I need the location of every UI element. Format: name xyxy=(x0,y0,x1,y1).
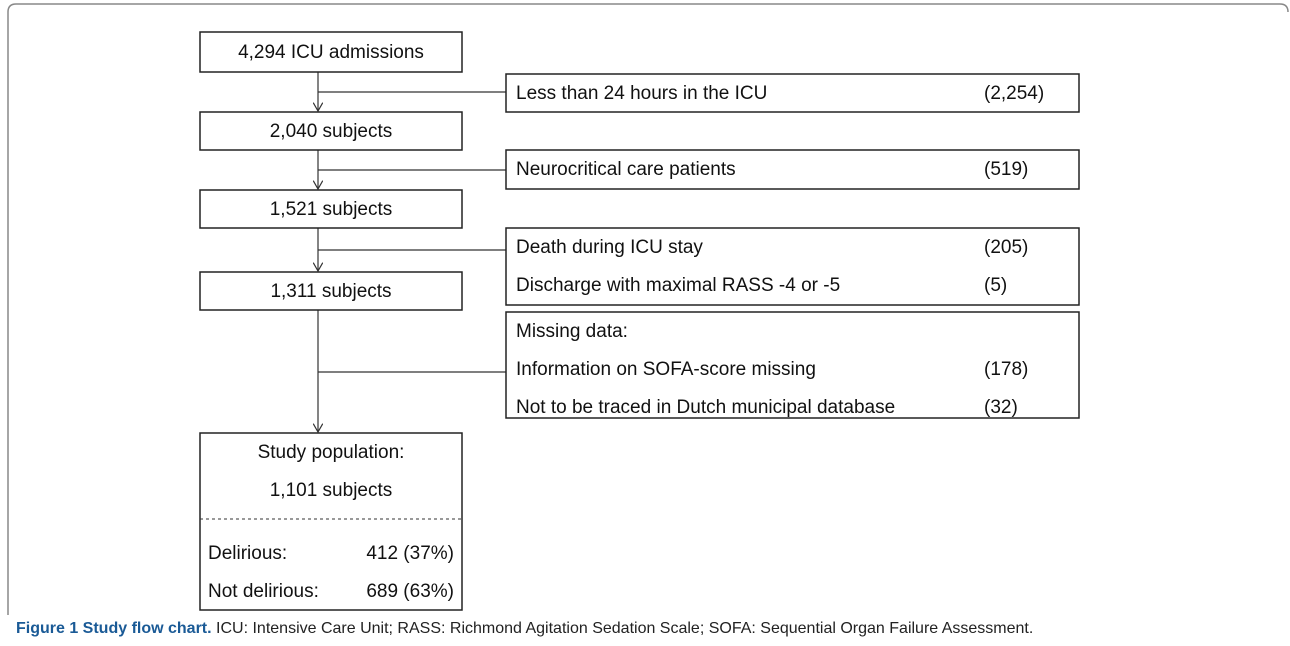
group-value: 689 (63%) xyxy=(366,581,454,602)
caption-title: Figure 1 Study flow chart. xyxy=(16,620,212,637)
caption-text: ICU: Intensive Care Unit; RASS: Richmond… xyxy=(216,620,1034,637)
exclusion-count: (32) xyxy=(984,397,1018,418)
exclusion-label: Discharge with maximal RASS -4 or -5 xyxy=(516,275,840,296)
node-box xyxy=(199,271,463,311)
exclusion-count: (205) xyxy=(984,237,1028,258)
exclusion-box xyxy=(505,73,1080,113)
exclusion-label: Information on SOFA-score missing xyxy=(516,359,816,380)
final-label: 1,101 subjects xyxy=(270,480,393,501)
group-name: Not delirious: xyxy=(208,581,319,602)
node-box xyxy=(199,31,463,73)
exclusion-heading: Missing data: xyxy=(516,321,628,342)
exclusion-label: Death during ICU stay xyxy=(516,237,703,258)
caption: Figure 1 Study flow chart. ICU: Intensiv… xyxy=(16,620,1033,638)
boxes: 4,294 ICU admissions 2,040 subjects 1,521 … xyxy=(199,31,1080,611)
exclusion-label: Less than 24 hours in the ICU xyxy=(516,83,767,104)
exclusion-label: Neurocritical care patients xyxy=(516,159,736,180)
exclusion-box xyxy=(505,227,1080,306)
group-name: Delirious: xyxy=(208,543,287,564)
node-label: 1,521 subjects xyxy=(270,199,393,220)
exclusion-count: (5) xyxy=(984,275,1007,296)
connectors xyxy=(318,72,506,432)
node-label: 2,040 subjects xyxy=(270,121,393,142)
exclusion-count: (178) xyxy=(984,359,1028,380)
exclusion-box xyxy=(505,311,1080,419)
exclusion-label: Not to be traced in Dutch municipal data… xyxy=(516,397,895,418)
node-box xyxy=(199,111,463,151)
node-label: 4,294 ICU admissions xyxy=(238,42,424,63)
final-box xyxy=(199,432,463,611)
final-title: Study population: xyxy=(258,442,405,463)
frame xyxy=(7,3,1289,615)
node-box xyxy=(199,189,463,229)
exclusion-count: (2,254) xyxy=(984,83,1044,104)
group-value: 412 (37%) xyxy=(366,543,454,564)
exclusion-box xyxy=(505,149,1080,190)
exclusion-count: (519) xyxy=(984,159,1028,180)
node-label: 1,311 subjects xyxy=(270,281,391,302)
